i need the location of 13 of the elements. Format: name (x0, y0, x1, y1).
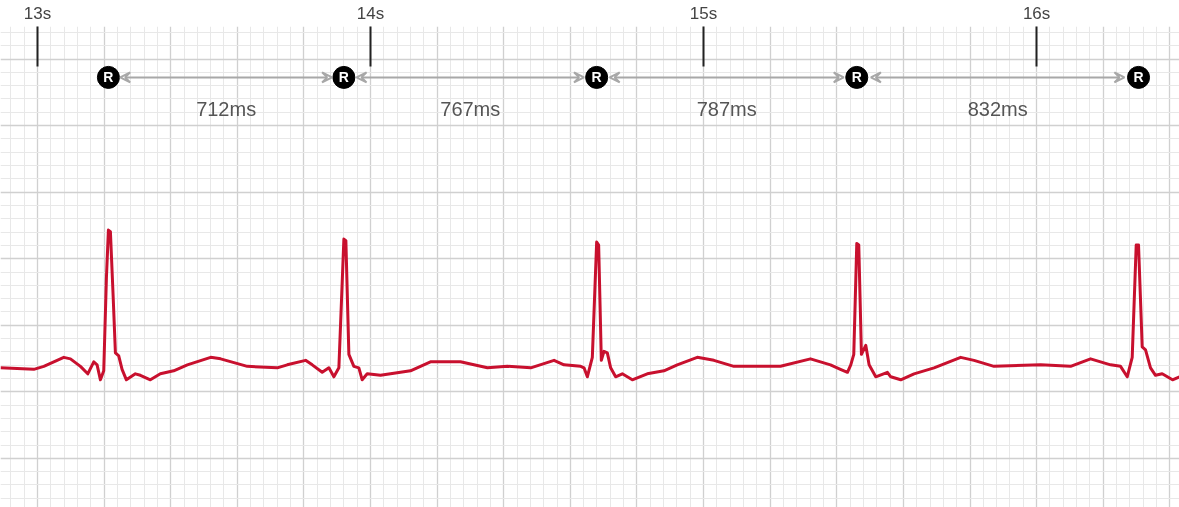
text: R (1133, 69, 1144, 86)
x-tick-label: 13s (23, 3, 52, 23)
x-tick-label: 14s (356, 3, 385, 23)
text: R (103, 69, 114, 86)
text: 712ms (196, 97, 257, 120)
text: 787ms (696, 97, 757, 120)
text: 832ms (967, 97, 1028, 120)
x-tick-label: 15s (689, 3, 718, 23)
text: 767ms (440, 97, 501, 120)
text: R (851, 69, 862, 86)
text: R (591, 69, 602, 86)
text: R (338, 69, 349, 86)
x-tick-label: 16s (1022, 3, 1051, 23)
